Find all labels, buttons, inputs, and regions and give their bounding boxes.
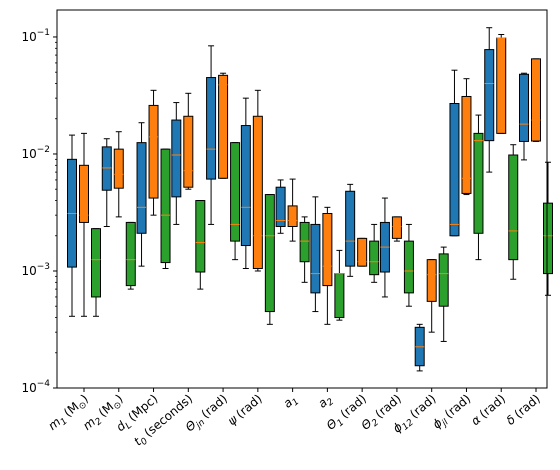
box-orange-5 — [252, 89, 263, 272]
box-green-12 — [508, 144, 519, 280]
box-orange-10 — [426, 259, 437, 333]
box-orange-11 — [461, 78, 472, 196]
box-blue-4 — [206, 45, 217, 225]
box-body — [299, 221, 310, 263]
box-body — [345, 190, 356, 267]
box-blue-3 — [171, 102, 182, 225]
box-body — [148, 104, 159, 199]
plot-frame — [56, 9, 548, 389]
box-body — [334, 273, 345, 319]
box-blue-12 — [484, 27, 495, 173]
box-body — [449, 103, 460, 237]
box-green-6 — [299, 216, 310, 283]
box-body — [252, 115, 263, 270]
box-blue-0 — [67, 134, 77, 317]
box-body — [275, 186, 286, 227]
box-green-5 — [264, 194, 275, 325]
box-blue-13 — [519, 72, 529, 161]
box-body — [240, 125, 251, 247]
box-body — [171, 119, 182, 198]
box-green-0 — [91, 228, 101, 317]
box-green-4 — [230, 142, 241, 261]
box-body — [287, 205, 298, 227]
box-body — [519, 73, 529, 142]
x-tick-label: m2(M⊙) — [80, 392, 127, 436]
box-body — [206, 77, 217, 180]
box-body — [230, 142, 241, 242]
box-body — [403, 240, 414, 294]
plot-marks — [67, 27, 553, 372]
box-blue-11 — [449, 69, 460, 237]
box-body — [113, 148, 124, 189]
box-orange-12 — [496, 33, 507, 134]
box-orange-6 — [287, 178, 298, 242]
box-blue-7 — [310, 196, 321, 313]
box-green-11 — [473, 114, 484, 261]
box-green-10 — [438, 246, 449, 342]
box-blue-9 — [379, 197, 390, 298]
box-orange-2 — [148, 89, 159, 216]
y-tick-label: 10−1 — [21, 28, 50, 44]
box-orange-1 — [113, 131, 124, 218]
box-body — [91, 228, 101, 298]
y-tick-label: 10−3 — [21, 262, 50, 278]
box-body — [496, 37, 507, 134]
box-blue-10 — [414, 323, 425, 372]
box-green-8 — [369, 223, 380, 283]
box-orange-13 — [531, 58, 541, 142]
box-body — [484, 49, 495, 142]
y-axis: 10−4 10−3 10−2 10−1 — [21, 28, 57, 395]
box-body — [125, 221, 136, 287]
box-body — [160, 148, 171, 264]
box-body — [79, 164, 89, 223]
box-body — [543, 202, 553, 275]
box-body — [391, 216, 402, 239]
box-body — [136, 142, 147, 234]
box-green-3 — [195, 200, 206, 290]
box-body — [508, 154, 519, 261]
box-body — [101, 146, 112, 191]
box-green-9 — [403, 223, 414, 307]
box-blue-1 — [101, 138, 112, 227]
box-body — [195, 200, 206, 273]
box-blue-2 — [136, 122, 147, 267]
box-blue-5 — [240, 97, 251, 270]
box-body — [438, 253, 449, 307]
y-tick-label: 10−4 — [21, 379, 50, 395]
box-body — [357, 237, 368, 267]
box-green-13 — [543, 161, 553, 296]
box-body — [310, 223, 321, 294]
box-orange-3 — [183, 92, 194, 190]
box-green-2 — [160, 148, 171, 270]
box-green-7 — [334, 249, 345, 321]
box-body — [218, 74, 229, 179]
box-green-1 — [125, 221, 136, 290]
box-orange-7 — [322, 206, 333, 325]
box-body — [531, 58, 541, 142]
y-tick-label: 10−2 — [21, 145, 50, 161]
box-body — [183, 115, 194, 188]
box-body — [369, 240, 380, 276]
box-orange-4 — [218, 72, 229, 179]
box-body — [322, 212, 333, 287]
box-orange-8 — [357, 237, 368, 267]
box-body — [461, 95, 472, 194]
box-body — [264, 194, 275, 313]
box-body — [426, 259, 437, 302]
box-orange-0 — [79, 132, 89, 317]
box-orange-9 — [391, 216, 402, 242]
box-blue-6 — [275, 179, 286, 234]
box-body — [473, 132, 484, 234]
box-blue-8 — [345, 183, 356, 277]
